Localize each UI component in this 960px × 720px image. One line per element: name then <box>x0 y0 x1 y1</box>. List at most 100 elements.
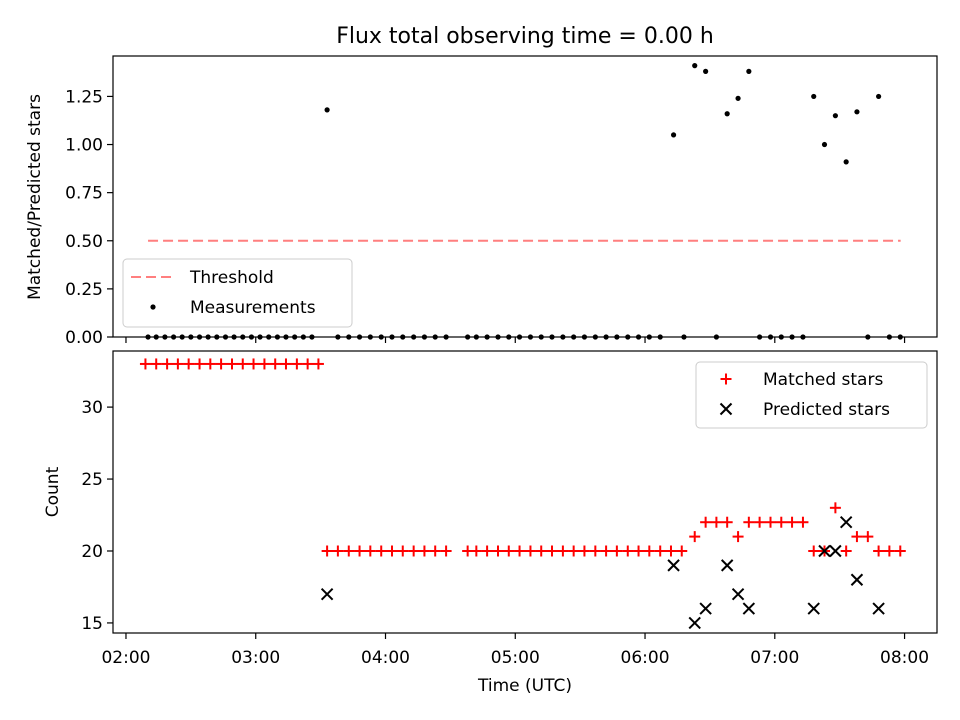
matched-star-point <box>524 545 536 557</box>
matched-star-point <box>535 545 547 557</box>
bottom-x-tick-label: 07:00 <box>750 648 799 668</box>
predicted-star-point <box>699 602 712 615</box>
bottom-x-tick-label: 03:00 <box>231 648 280 668</box>
measurement-point <box>746 68 752 74</box>
matched-star-point <box>883 545 895 557</box>
matched-star-point <box>280 358 292 370</box>
matched-star-point <box>643 545 655 557</box>
matched-star-point <box>204 358 216 370</box>
predicted-star-point <box>688 616 701 630</box>
bottom-y-tick-label: 15 <box>81 614 103 634</box>
matched-star-point <box>754 516 766 528</box>
matched-star-point <box>765 516 777 528</box>
measurement-point <box>876 93 882 100</box>
chart-title: Flux total observing time = 0.00 h <box>336 24 714 49</box>
measurement-point <box>324 107 330 113</box>
predicted-star-point <box>807 602 820 615</box>
measurement-point <box>843 159 849 165</box>
matched-star-point <box>732 531 744 543</box>
matched-star-point <box>578 545 590 557</box>
matched-star-point <box>568 545 580 557</box>
top-plot-frame <box>112 55 938 338</box>
matched-star-point <box>873 545 885 557</box>
matched-star-point <box>215 358 227 370</box>
measurement-point <box>832 113 838 119</box>
matched-star-point <box>743 516 755 528</box>
matched-star-point <box>386 545 398 557</box>
legend-cross-marker <box>719 402 733 416</box>
matched-star-point <box>786 516 798 528</box>
bottom-y-tick-label: 20 <box>81 542 103 562</box>
matched-star-point <box>546 545 558 557</box>
matched-star-point <box>429 545 441 557</box>
measurement-point <box>703 68 709 74</box>
matched-star-point <box>354 545 366 557</box>
top-legend: Threshold Measurements <box>122 258 353 328</box>
matched-star-point <box>150 358 162 370</box>
predicted-star-point <box>829 544 842 558</box>
top-y-tick-label: 0.75 <box>65 184 103 204</box>
bottom-y-axis: 15 20 25 30 <box>81 398 113 634</box>
matched-star-point <box>343 545 355 557</box>
measurement-point <box>854 109 860 115</box>
top-y-tick-label: 0.00 <box>65 328 103 348</box>
top-y-tick-label: 0.50 <box>65 232 103 252</box>
top-x-ticks <box>125 337 906 343</box>
matched-star-point <box>237 358 249 370</box>
measurement-point <box>811 93 817 100</box>
bottom-x-tick-label: 02:00 <box>101 648 150 668</box>
legend-predicted-label: Predicted stars <box>763 400 890 420</box>
matched-star-point <box>797 516 809 528</box>
matched-star-point <box>258 358 270 370</box>
bottom-x-tick-label: 06:00 <box>621 648 670 668</box>
matched-star-point <box>851 531 863 543</box>
legend-plus-marker <box>720 373 732 385</box>
matched-stars-points <box>139 358 906 557</box>
matched-star-point <box>633 545 645 557</box>
matched-star-point <box>408 545 420 557</box>
matched-star-point <box>397 545 409 557</box>
matched-star-point <box>470 545 482 557</box>
measurement-point <box>692 63 698 69</box>
matched-star-point <box>840 545 852 557</box>
matched-star-point <box>557 545 569 557</box>
predicted-star-point <box>667 559 680 572</box>
measurement-point <box>724 111 730 117</box>
matched-star-point <box>676 545 688 557</box>
matched-star-point <box>894 545 906 557</box>
predicted-star-point <box>320 587 334 601</box>
matched-star-point <box>689 531 701 543</box>
bottom-x-tick-label: 05:00 <box>491 648 540 668</box>
measurement-point <box>735 95 741 101</box>
matched-star-point <box>589 545 601 557</box>
predicted-star-point <box>818 544 831 558</box>
matched-star-point <box>226 358 238 370</box>
bottom-x-axis: 02:00 03:00 04:00 05:00 06:00 07:00 08:00 <box>101 633 929 668</box>
matched-star-point <box>312 358 324 370</box>
matched-star-point <box>481 545 493 557</box>
bottom-x-tick-label: 04:00 <box>361 648 410 668</box>
matched-star-point <box>269 358 281 370</box>
bottom-x-axis-label: Time (UTC) <box>477 676 572 696</box>
matched-star-point <box>721 516 733 528</box>
matched-star-point <box>514 545 526 557</box>
legend-threshold-label: Threshold <box>189 268 274 288</box>
legend-measurements-label: Measurements <box>190 298 316 318</box>
matched-star-point <box>710 516 722 528</box>
predicted-stars-points <box>320 516 885 630</box>
matched-star-point <box>622 545 634 557</box>
predicted-star-point <box>872 602 885 615</box>
predicted-star-point <box>742 602 756 615</box>
matched-star-point <box>302 358 314 370</box>
bottom-legend: Matched stars Predicted stars <box>695 361 928 429</box>
top-y-axis: 0.00 0.25 0.50 0.75 1.00 1.25 <box>65 87 113 348</box>
bottom-x-tick-label: 08:00 <box>880 648 929 668</box>
predicted-star-point <box>850 573 864 586</box>
measurement-point <box>821 141 828 148</box>
matched-star-point <box>775 516 787 528</box>
matched-star-point <box>700 516 712 528</box>
matched-star-point <box>248 358 260 370</box>
matched-star-point <box>291 358 303 370</box>
predicted-star-point <box>839 516 853 529</box>
